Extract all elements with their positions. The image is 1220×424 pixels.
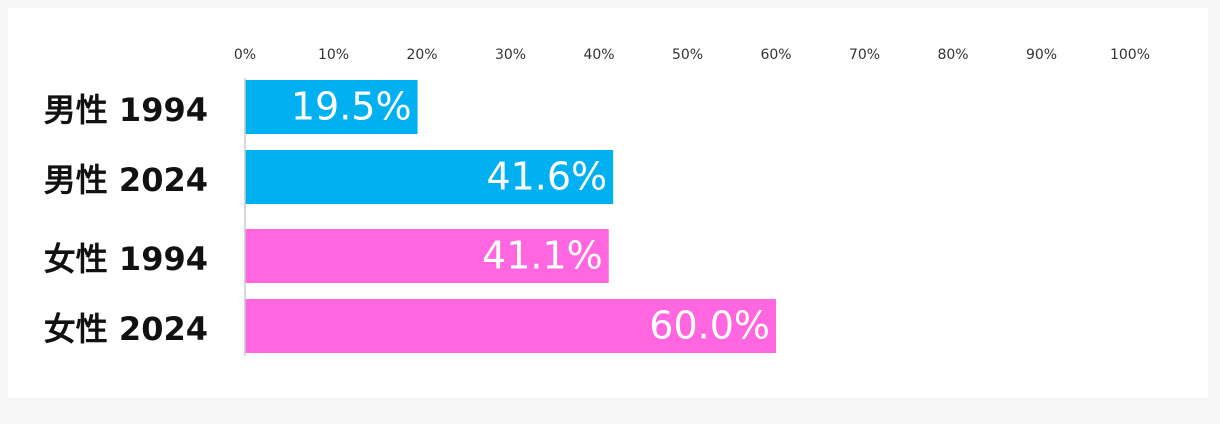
x-tick-label: 90% — [1026, 47, 1057, 63]
category-label: 男性 2024 — [44, 161, 208, 199]
category-label: 女性 1994 — [44, 240, 208, 278]
bar — [245, 150, 614, 204]
x-tick-label: 80% — [937, 47, 968, 63]
x-tick-label: 20% — [406, 47, 437, 63]
value-label: 60.0% — [649, 304, 770, 348]
bar — [245, 80, 418, 134]
x-tick-label: 100% — [1110, 47, 1150, 63]
bar — [245, 229, 609, 283]
value-label: 41.6% — [486, 155, 607, 199]
value-label: 19.5% — [291, 85, 412, 129]
x-tick-label: 60% — [760, 47, 791, 63]
x-tick-label: 10% — [318, 47, 349, 63]
value-label: 41.1% — [482, 234, 603, 278]
category-label: 女性 2024 — [44, 310, 208, 348]
x-tick-label: 30% — [495, 47, 526, 63]
x-tick-label: 70% — [849, 47, 880, 63]
category-label: 男性 1994 — [44, 91, 208, 129]
x-tick-label: 40% — [583, 47, 614, 63]
x-tick-label: 50% — [672, 47, 703, 63]
bar — [245, 299, 776, 353]
x-tick-label: 0% — [234, 47, 256, 63]
